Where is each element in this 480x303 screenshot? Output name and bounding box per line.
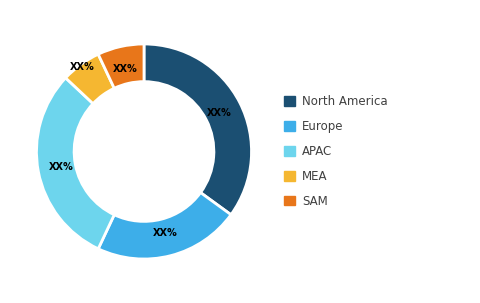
Text: XX%: XX% xyxy=(207,108,231,118)
Wedge shape xyxy=(66,54,114,104)
Text: XX%: XX% xyxy=(113,64,138,74)
Text: XX%: XX% xyxy=(153,228,177,238)
Legend: North America, Europe, APAC, MEA, SAM: North America, Europe, APAC, MEA, SAM xyxy=(279,91,392,212)
Text: XX%: XX% xyxy=(49,162,73,172)
Wedge shape xyxy=(144,44,252,215)
Text: XX%: XX% xyxy=(70,62,95,72)
Wedge shape xyxy=(98,193,231,259)
Wedge shape xyxy=(98,44,144,88)
Wedge shape xyxy=(36,78,114,249)
